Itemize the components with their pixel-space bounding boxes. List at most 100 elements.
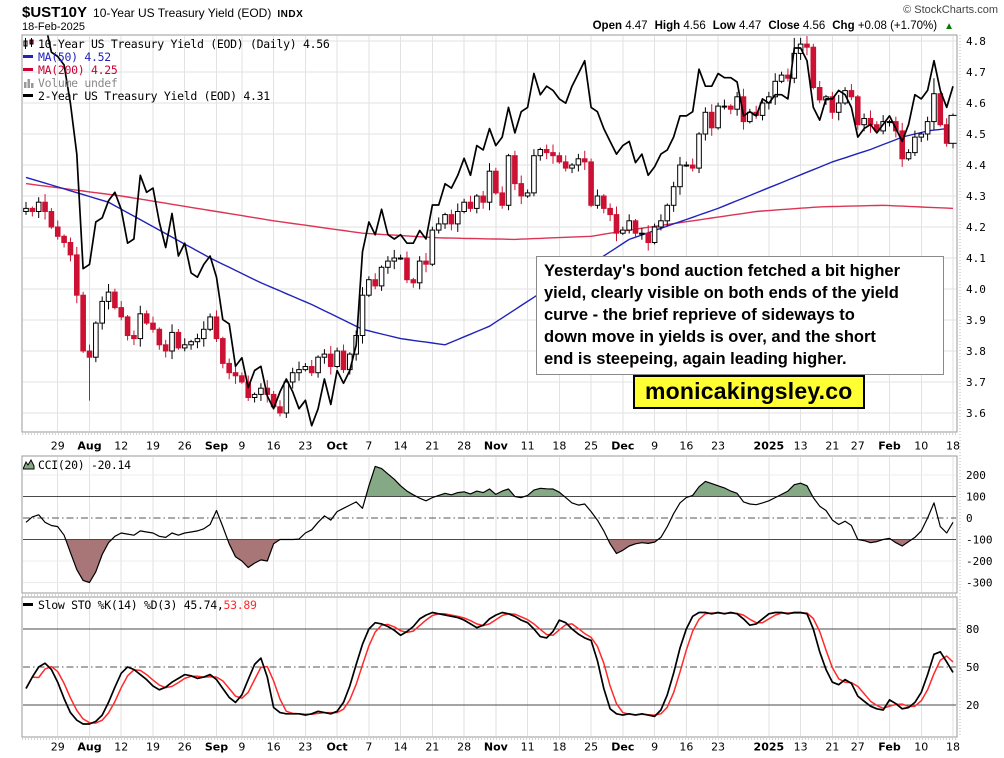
svg-text:23: 23 [711,440,725,453]
svg-text:7: 7 [365,440,372,453]
svg-text:23: 23 [298,440,312,453]
legend-ma200: MA(200) 4.25 [23,63,329,77]
svg-text:Dec: Dec [611,741,634,754]
svg-text:2025: 2025 [754,741,785,754]
symbol: $UST10Y [22,4,88,21]
svg-text:9: 9 [651,741,658,754]
svg-text:-300: -300 [966,577,993,590]
svg-text:26: 26 [178,741,192,754]
svg-text:4.0: 4.0 [966,283,986,296]
svg-text:19: 19 [146,741,160,754]
svg-text:Dec: Dec [611,440,634,453]
svg-text:20: 20 [966,699,979,712]
svg-text:0: 0 [966,512,973,525]
symbol-name: 10-Year US Treasury Yield (EOD) [93,6,272,20]
annotation-box: Yesterday's bond auction fetched a bit h… [536,256,944,375]
svg-text:21: 21 [425,440,439,453]
svg-text:11: 11 [521,741,535,754]
cci-legend: CCI(20) -20.14 [23,458,131,472]
svg-text:3.9: 3.9 [966,314,986,327]
svg-text:13: 13 [794,440,808,453]
main-legend: 10-Year US Treasury Yield (EOD) (Daily) … [23,37,330,103]
series2-dash-icon [23,94,38,97]
volume-bars-icon [23,78,38,88]
two-year-line [46,35,954,427]
svg-text:18: 18 [946,741,960,754]
svg-text:Nov: Nov [484,440,509,453]
change-value: +0.08 (+1.70%) [857,20,938,32]
close-value: 4.56 [802,20,826,32]
svg-text:100: 100 [966,491,986,504]
svg-text:14: 14 [394,741,408,754]
svg-text:4.4: 4.4 [966,159,986,172]
svg-text:Sep: Sep [205,440,228,453]
svg-text:50: 50 [966,661,979,674]
svg-text:Feb: Feb [878,741,901,754]
svg-text:Oct: Oct [327,440,348,453]
svg-text:9: 9 [238,440,245,453]
svg-text:4.3: 4.3 [966,190,986,203]
svg-text:29: 29 [51,741,65,754]
svg-text:9: 9 [238,741,245,754]
sto-k-line [25,611,954,725]
svg-text:18: 18 [552,440,566,453]
ma50-dash-icon [23,55,38,58]
svg-text:4.1: 4.1 [966,252,986,265]
ma200-line [25,182,954,241]
svg-text:28: 28 [457,741,471,754]
svg-text:12: 12 [114,440,128,453]
svg-text:21: 21 [825,440,839,453]
svg-text:-200: -200 [966,555,993,568]
svg-text:4.6: 4.6 [966,97,986,110]
cci-area-icon [23,459,38,470]
chart-date: 18-Feb-2025 [22,21,85,33]
svg-text:10: 10 [914,741,928,754]
svg-text:14: 14 [394,440,408,453]
change-up-icon: ▲ [944,21,954,32]
ma50-line [25,127,954,346]
svg-text:16: 16 [679,440,693,453]
svg-text:2025: 2025 [754,440,785,453]
exchange-tag: INDX [277,9,304,20]
svg-text:Feb: Feb [878,440,901,453]
legend-cci-row: CCI(20) -20.14 [23,458,131,472]
cci-line [25,465,954,584]
legend-10y-series: 10-Year US Treasury Yield (EOD) (Daily) … [23,37,330,51]
svg-text:23: 23 [711,741,725,754]
ma200-dash-icon [23,68,38,71]
svg-text:12: 12 [114,741,128,754]
open-value: 4.47 [625,20,648,32]
sto-legend: Slow STO %K(14) %D(3) 45.74, 53.89 [23,597,257,612]
svg-text:Nov: Nov [484,741,509,754]
svg-text:27: 27 [851,741,865,754]
svg-text:27: 27 [851,440,865,453]
svg-text:29: 29 [51,440,65,453]
svg-text:3.8: 3.8 [966,345,986,358]
svg-text:16: 16 [267,741,281,754]
legend-2y-series: 2-Year US Treasury Yield (EOD) 4.31 [23,89,329,103]
svg-text:80: 80 [966,623,979,636]
svg-text:18: 18 [946,440,960,453]
svg-text:13: 13 [794,741,808,754]
candlestick-icon [23,38,38,49]
svg-text:4.5: 4.5 [966,128,986,141]
svg-text:21: 21 [825,741,839,754]
sto-dash-icon [23,603,38,606]
svg-text:4.7: 4.7 [966,66,986,79]
svg-text:16: 16 [679,741,693,754]
svg-text:7: 7 [365,741,372,754]
chart-title: $UST10Y 10-Year US Treasury Yield (EOD) … [22,4,303,21]
svg-text:11: 11 [521,440,535,453]
high-value: 4.56 [683,20,706,32]
axis-labels: 3.6 3.7 3.8 3.9 4.0 4.1 4.2 4.3 4.4 4.5 4.6 4.7 4.8 2… [51,35,993,754]
low-value: 4.47 [738,20,762,32]
svg-text:Aug: Aug [77,741,101,754]
svg-text:18: 18 [552,741,566,754]
svg-text:23: 23 [298,741,312,754]
copyright: © StockCharts.com [903,4,998,16]
svg-text:-100: -100 [966,534,993,547]
svg-text:200: 200 [966,469,986,482]
legend-ma50: MA(50) 4.52 [23,50,329,64]
sto-d-value: 53.89 [223,597,257,612]
